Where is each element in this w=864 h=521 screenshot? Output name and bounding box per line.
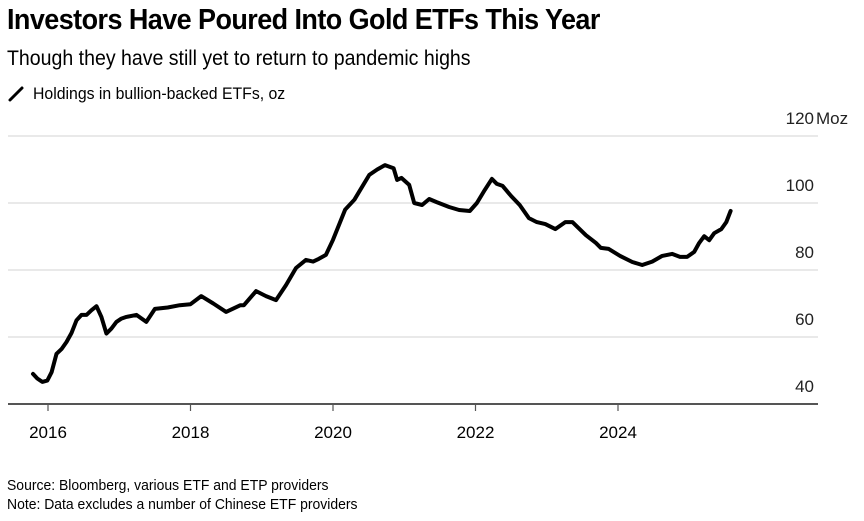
legend: Holdings in bullion-backed ETFs, oz [7, 84, 304, 104]
legend-label: Holdings in bullion-backed ETFs, oz [33, 84, 286, 103]
chart-subtitle: Though they have still yet to return to … [7, 47, 471, 70]
x-axis: 2016 2018 2020 2022 2024 [8, 403, 818, 442]
series-line-holdings [31, 163, 733, 384]
source-note: Source: Bloomberg, various ETF and ETP p… [7, 477, 329, 494]
x-tick-label: 2020 [314, 423, 352, 442]
series-layer [31, 163, 733, 384]
y-tick-label: 100 [786, 176, 814, 195]
x-tick-label: 2016 [29, 423, 67, 442]
x-tick-label: 2024 [599, 423, 637, 442]
data-note: Note: Data excludes a number of Chinese … [7, 496, 358, 513]
x-tick-label: 2018 [172, 423, 210, 442]
y-tick-label: 60 [795, 310, 814, 329]
y-tick-label: 40 [795, 377, 814, 396]
y-tick-label: 120 [786, 109, 814, 128]
gridlines [8, 135, 818, 338]
y-axis-ticks: 120 Moz 100 80 60 40 [786, 109, 849, 396]
y-unit-label: Moz [816, 109, 848, 128]
chart-title: Investors Have Poured Into Gold ETFs Thi… [7, 4, 600, 36]
x-tick-label: 2022 [457, 423, 495, 442]
line-legend-icon [8, 86, 24, 102]
y-tick-label: 80 [795, 243, 814, 262]
